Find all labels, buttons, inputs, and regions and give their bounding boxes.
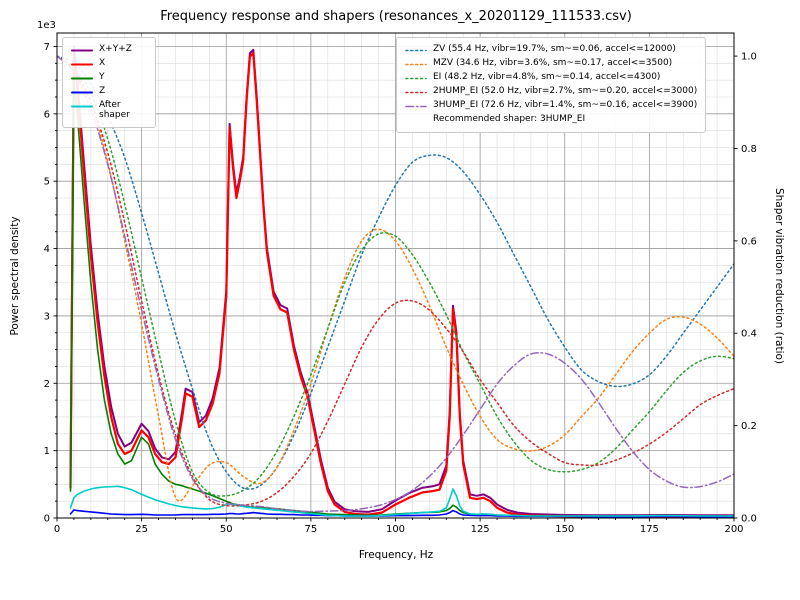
psd-legend: X+Y+Z X Y Z After shaper [62, 37, 156, 128]
series-x [69, 52, 734, 518]
y-tick-label-left: 4 [44, 244, 50, 255]
x-axis-label: Frequency, Hz [358, 549, 434, 561]
legend-label: ZV (55.4 Hz, vibr=19.7%, sm~=0.06, accel… [433, 44, 676, 54]
legend-swatch-zv [405, 49, 427, 52]
tick-marks [53, 46, 738, 522]
legend-swatch-2hump-ei [405, 91, 427, 94]
legend-label: After shaper [99, 100, 130, 121]
legend-label: X+Y+Z [99, 44, 132, 54]
x-tick-label: 50 [220, 524, 233, 535]
x-tick-label: 125 [471, 524, 490, 535]
series-z [69, 509, 734, 518]
y-tick-label-left: 1 [44, 446, 50, 457]
legend-swatch-y [71, 77, 93, 80]
legend-item-x-y-z: X+Y+Z [71, 44, 147, 56]
legend-item-x: X [71, 58, 147, 70]
legend-label: Y [99, 72, 105, 82]
y-tick-label-right: 0.8 [741, 144, 757, 155]
x-tick-label: 0 [54, 524, 60, 535]
y-tick-label-right: 1.0 [741, 52, 757, 63]
legend-item-mzv: MZV (34.6 Hz, vibr=3.6%, sm~=0.17, accel… [405, 58, 697, 70]
legend-label: MZV (34.6 Hz, vibr=3.6%, sm~=0.17, accel… [433, 58, 673, 68]
legend-item-2hump-ei: 2HUMP_EI (52.0 Hz, vibr=2.7%, sm~=0.20, … [405, 86, 697, 98]
legend-swatch-3hump-ei [405, 105, 427, 108]
legend-label: Z [99, 86, 106, 96]
chart-title: Frequency response and shapers (resonanc… [160, 9, 632, 24]
y-axis-label-right: Shaper vibration reduction (ratio) [773, 187, 785, 365]
series-ei [57, 55, 734, 497]
legend-label: 3HUMP_EI (72.6 Hz, vibr=1.4%, sm~=0.16, … [433, 100, 698, 110]
legend-item-zv: ZV (55.4 Hz, vibr=19.7%, sm~=0.06, accel… [405, 44, 697, 56]
x-tick-label: 25 [135, 524, 148, 535]
legend-swatch-x [71, 63, 93, 66]
legend-item-ei: EI (48.2 Hz, vibr=4.8%, sm~=0.14, accel<… [405, 72, 697, 84]
y-tick-label-right: 0.6 [741, 236, 757, 247]
legend-swatch-after-shaper [71, 105, 93, 108]
y-tick-label-left: 7 [44, 42, 50, 53]
legend-swatch-ei [405, 77, 427, 80]
y-tick-label-right: 0.0 [741, 514, 757, 525]
y-tick-label-left: 0 [44, 514, 50, 525]
x-tick-label: 200 [724, 524, 743, 535]
series-zv [57, 55, 734, 490]
x-tick-label: 100 [386, 524, 405, 535]
recommended-shaper-note: Recommended shaper: 3HUMP_EI [405, 114, 697, 126]
y-axis-label-left: Power spectral density [9, 216, 21, 336]
series-3hump-ei [57, 55, 734, 513]
y-tick-label-left: 2 [44, 379, 50, 390]
x-tick-label: 75 [305, 524, 318, 535]
legend-item-y: Y [71, 72, 147, 84]
y-tick-label-right: 0.4 [741, 329, 757, 340]
y-tick-label-left: 6 [44, 109, 50, 120]
y-tick-label-left: 3 [44, 311, 50, 322]
tick-labels: 0 25 50 75 100 125 150 175 200 0 1 2 3 4 5 6 7 0.0 0.2 0.4 0… [44, 42, 757, 535]
y-axis-offset-text: 1e3 [37, 20, 56, 31]
series-x-y-z [69, 45, 734, 517]
legend-label: X [99, 58, 106, 68]
legend-label: EI (48.2 Hz, vibr=4.8%, sm~=0.14, accel<… [433, 72, 661, 82]
legend-item-3hump-ei: 3HUMP_EI (72.6 Hz, vibr=1.4%, sm~=0.16, … [405, 100, 697, 112]
legend-swatch-mzv [405, 63, 427, 66]
series-2hump-ei [57, 55, 734, 507]
series-after-shaper [69, 485, 734, 517]
x-tick-label: 150 [555, 524, 574, 535]
recommended-shaper-label: Recommended shaper: 3HUMP_EI [433, 114, 586, 124]
series-mzv [57, 55, 734, 502]
legend-swatch-x-y-z [71, 49, 93, 52]
shaper-legend: ZV (55.4 Hz, vibr=19.7%, sm~=0.06, accel… [396, 37, 707, 133]
x-tick-label: 175 [640, 524, 659, 535]
y-tick-label-right: 0.2 [741, 421, 757, 432]
legend-label: 2HUMP_EI (52.0 Hz, vibr=2.7%, sm~=0.20, … [433, 86, 698, 96]
legend-swatch-z [71, 91, 93, 94]
legend-item-after-shaper: After shaper [71, 100, 147, 121]
y-tick-label-left: 5 [44, 177, 50, 188]
legend-item-z: Z [71, 86, 147, 98]
